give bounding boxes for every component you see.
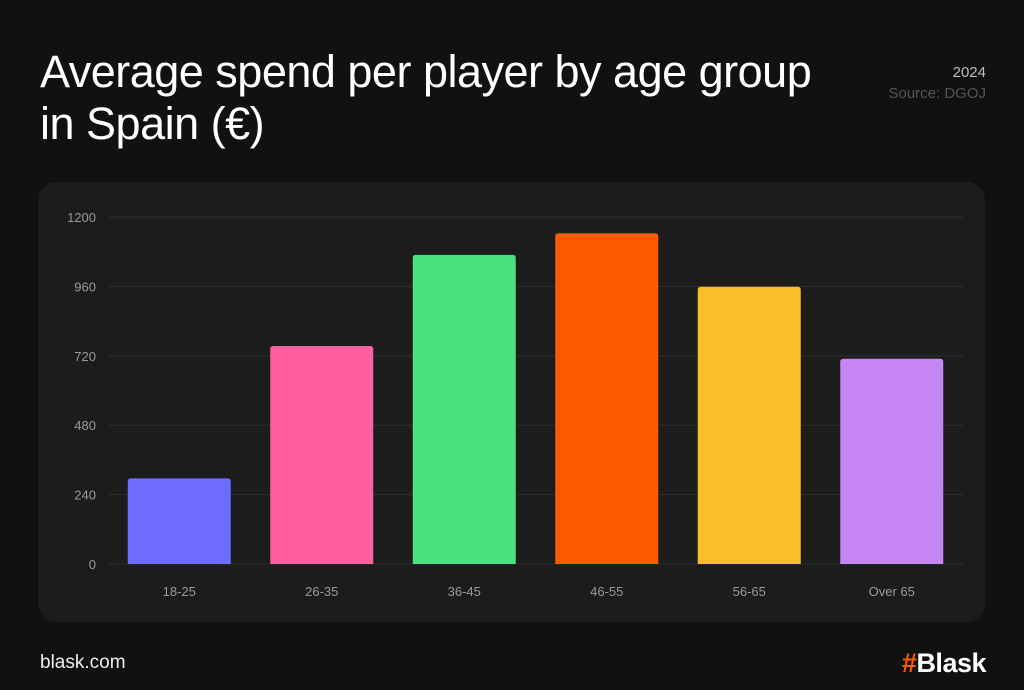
x-tick-label: 46-55 [590,584,623,599]
y-tick-label: 480 [74,418,96,433]
hash-icon: # [901,648,917,678]
y-tick-label: 0 [89,557,96,572]
x-tick-label: 36-45 [448,584,481,599]
y-tick-label: 960 [74,279,96,294]
site-link[interactable]: blask.com [40,652,126,673]
x-tick-label: 56-65 [733,584,766,599]
y-tick-label: 1200 [67,210,96,225]
year-label: 2024 [952,64,986,81]
chart-title: Average spend per player by age group in… [40,46,812,149]
x-tick-label: 18-25 [163,584,196,599]
bar-18-25 [127,478,231,564]
x-tick-label: Over 65 [869,584,915,599]
source-label: Source: DGOJ [888,85,986,102]
x-tick-label: 26-35 [305,584,338,599]
bar-36-45 [412,254,516,564]
y-tick-label: 720 [74,349,96,364]
y-tick-label: 240 [74,488,96,503]
bar-chart: 0 240 480 720 960 1200 18-25 26-35 36-45 46-55 56-… [67,210,963,599]
logo-text: Blask [916,648,986,678]
bar-26-35 [270,345,374,564]
blask-logo: #Blask [901,648,987,679]
chart-panel: 0 240 480 720 960 1200 18-25 26-35 36-45 46-55 56-… [38,182,985,622]
chart-meta: 2024 Source: DGOJ [888,62,986,104]
bar-over-65 [840,358,944,564]
bar-56-65 [697,286,801,564]
bar-46-55 [555,233,659,564]
